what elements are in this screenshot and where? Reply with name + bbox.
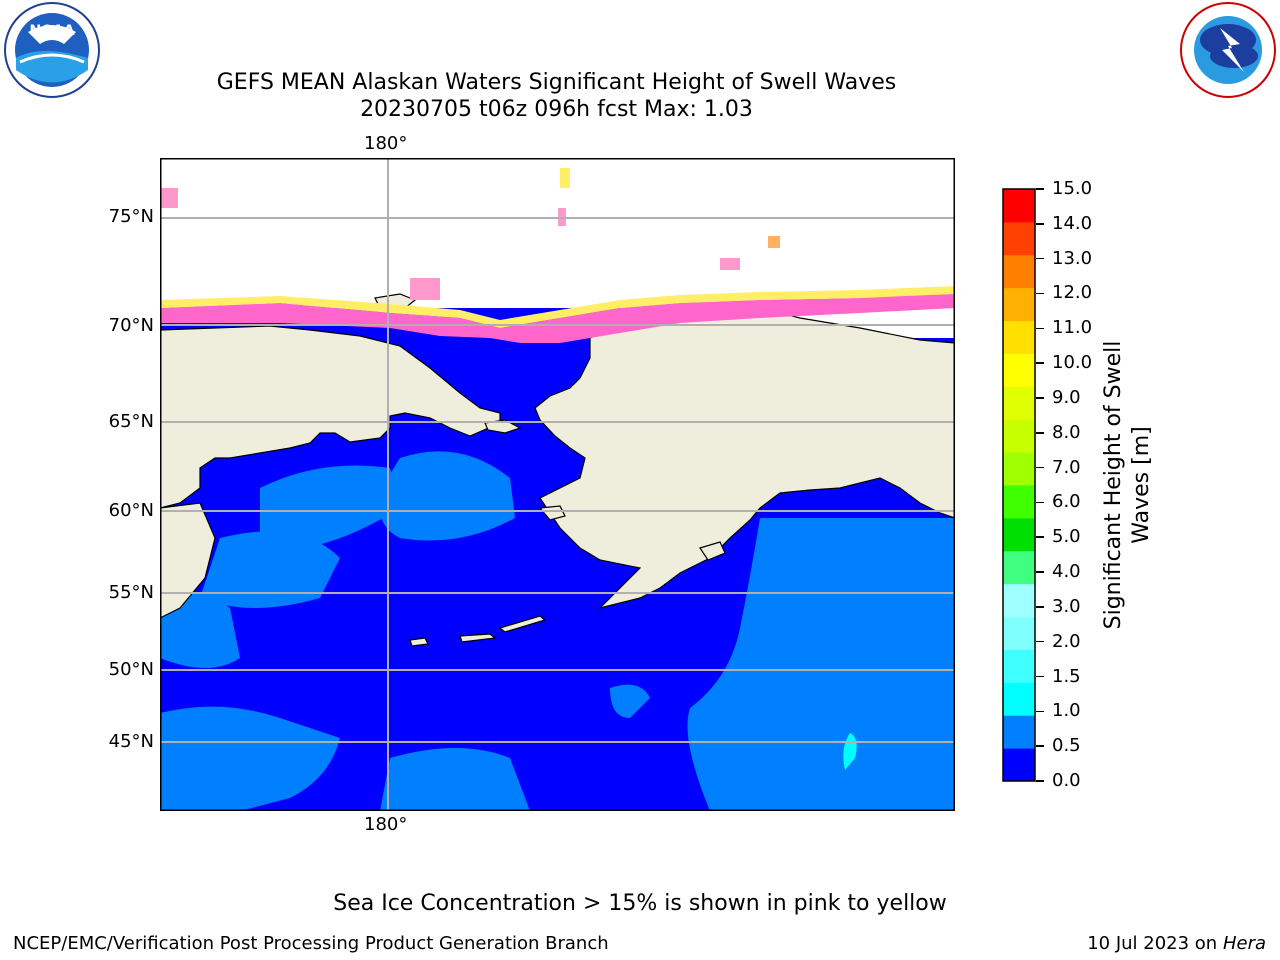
colorbar-title-line2: Waves [m] — [1129, 426, 1154, 544]
colorbar-tick-label: 8.0 — [1052, 421, 1081, 443]
colorbar-swatch — [1003, 748, 1035, 782]
colorbar-tick-label: 6.0 — [1052, 491, 1081, 513]
colorbar-tick-label: 2.0 — [1052, 630, 1081, 652]
colorbar-tick-mark — [1036, 501, 1044, 504]
colorbar-swatch — [1003, 682, 1035, 716]
colorbar-tick-mark — [1036, 745, 1044, 747]
colorbar-tick-mark — [1036, 327, 1044, 330]
colorbar — [1002, 188, 1036, 782]
colorbar-tick-label: 0.5 — [1052, 735, 1081, 757]
lat-label-50: 50°N — [108, 659, 154, 680]
noaa-logo: NOAA — [4, 2, 100, 98]
colorbar-swatch — [1003, 386, 1035, 420]
lon-label-top: 180° — [364, 133, 408, 154]
colorbar-tick-label: 10.0 — [1052, 352, 1093, 374]
colorbar-tick-mark — [1036, 432, 1044, 434]
lat-label-75: 75°N — [108, 206, 154, 227]
map-frame — [160, 158, 955, 811]
colorbar-swatch — [1003, 715, 1035, 749]
colorbar-swatch — [1003, 419, 1035, 453]
colorbar-swatch — [1003, 189, 1035, 223]
nws-logo — [1180, 2, 1276, 98]
chart-title: GEFS MEAN Alaskan Waters Significant Hei… — [216, 70, 897, 95]
colorbar-border — [1002, 188, 1036, 782]
map-gridlines — [160, 158, 955, 811]
lat-label-65: 65°N — [108, 411, 154, 432]
footer-date: 10 Jul 2023 on Hera — [1087, 933, 1266, 954]
land-areas — [160, 293, 955, 647]
colorbar-swatch — [1003, 649, 1035, 683]
colorbar-tick-mark — [1036, 188, 1044, 190]
lat-label-45: 45°N — [108, 731, 154, 752]
colorbar-tick-label: 13.0 — [1052, 247, 1093, 269]
colorbar-tick-label: 4.0 — [1052, 561, 1081, 583]
colorbar-swatch — [1003, 287, 1035, 322]
colorbar-tick-mark — [1036, 223, 1044, 225]
colorbar-tick-label: 3.0 — [1052, 595, 1081, 617]
colorbar-tick-label: 1.0 — [1052, 700, 1081, 722]
colorbar-title-line1: Significant Height of Swell — [1101, 340, 1126, 630]
colorbar-tick-label: 11.0 — [1052, 317, 1093, 339]
colorbar-tick-mark — [1036, 536, 1044, 538]
colorbar-tick-label: 15.0 — [1052, 178, 1093, 199]
colorbar-swatch — [1003, 517, 1035, 552]
colorbar-swatch — [1003, 320, 1035, 354]
colorbar-swatch — [1003, 485, 1035, 519]
swell-0-5-1-0-region — [160, 451, 955, 811]
sea-ice-note: Sea Ice Concentration > 15% is shown in … — [333, 891, 947, 916]
colorbar-swatch — [1003, 583, 1035, 618]
colorbar-tick-label: 0.0 — [1052, 770, 1081, 791]
colorbar-tick-mark — [1036, 292, 1044, 295]
lon-label-bottom: 180° — [364, 814, 408, 835]
footer-date-text: 10 Jul 2023 on — [1087, 933, 1223, 954]
colorbar-tick-label: 1.5 — [1052, 665, 1081, 687]
colorbar-tick-mark — [1036, 640, 1044, 643]
colorbar-swatch — [1003, 452, 1035, 486]
colorbar-tick-mark — [1036, 780, 1044, 782]
colorbar-swatch — [1003, 221, 1035, 256]
colorbar-swatch — [1003, 550, 1035, 585]
footer-host: Hera — [1222, 933, 1266, 954]
arctic-no-data — [160, 158, 955, 308]
colorbar-tick-mark — [1036, 606, 1044, 608]
colorbar-tick-label: 7.0 — [1052, 456, 1081, 478]
colorbar-tick-label: 5.0 — [1052, 526, 1081, 548]
colorbar-tick-mark — [1036, 257, 1044, 260]
colorbar-title: Significant Height of Swell Waves [m] — [1100, 341, 1156, 630]
lat-label-60: 60°N — [108, 500, 154, 521]
colorbar-tick-mark — [1036, 675, 1044, 678]
colorbar-swatch — [1003, 353, 1035, 387]
colorbar-swatch — [1003, 616, 1035, 650]
chart-subtitle: 20230705 t06z 096h fcst Max: 1.03 — [360, 97, 753, 122]
colorbar-tick-mark — [1036, 397, 1044, 399]
colorbar-tick-mark — [1036, 362, 1044, 364]
colorbar-swatch — [1003, 254, 1035, 289]
lat-label-55: 55°N — [108, 582, 154, 603]
colorbar-tick-label: 9.0 — [1052, 386, 1081, 408]
colorbar-tick-mark — [1036, 571, 1044, 573]
colorbar-tick-mark — [1036, 466, 1044, 469]
colorbar-tick-mark — [1036, 710, 1044, 713]
colorbar-tick-label: 14.0 — [1052, 212, 1093, 234]
lat-label-70: 70°N — [108, 315, 154, 336]
noaa-logo-text: NOAA — [30, 23, 75, 39]
footer-credit: NCEP/EMC/Verification Post Processing Pr… — [13, 933, 609, 954]
colorbar-tick-label: 12.0 — [1052, 282, 1093, 304]
